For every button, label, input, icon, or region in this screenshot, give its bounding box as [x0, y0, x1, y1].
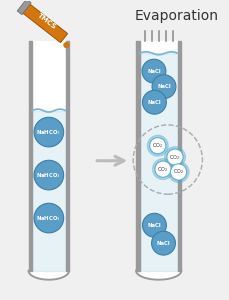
- Text: CO$_2$: CO$_2$: [152, 141, 163, 150]
- Circle shape: [142, 90, 166, 114]
- Text: TMCS: TMCS: [36, 12, 57, 31]
- Text: CO$_2$: CO$_2$: [157, 165, 168, 174]
- Circle shape: [64, 43, 68, 47]
- Text: NaCl: NaCl: [147, 100, 161, 105]
- Circle shape: [142, 213, 166, 237]
- Circle shape: [164, 147, 185, 168]
- Text: CO$_2$: CO$_2$: [172, 167, 183, 176]
- Circle shape: [152, 159, 173, 180]
- Circle shape: [151, 75, 175, 99]
- Circle shape: [147, 135, 168, 156]
- Circle shape: [149, 138, 165, 154]
- Text: Evaporation: Evaporation: [134, 9, 218, 23]
- Circle shape: [167, 161, 188, 182]
- Circle shape: [141, 59, 165, 83]
- Circle shape: [154, 161, 170, 177]
- Text: NaHCO$_3$: NaHCO$_3$: [36, 171, 61, 179]
- Bar: [65, 41, 69, 271]
- Text: NaHCO$_3$: NaHCO$_3$: [36, 128, 61, 136]
- Bar: [32, 41, 65, 271]
- Circle shape: [34, 203, 63, 233]
- Text: NaCl: NaCl: [147, 69, 160, 74]
- Bar: [28, 41, 32, 271]
- Circle shape: [34, 117, 63, 147]
- Circle shape: [151, 231, 175, 255]
- Bar: [139, 53, 177, 271]
- Text: NaCl: NaCl: [156, 241, 170, 246]
- Text: NaCl: NaCl: [156, 84, 170, 89]
- Bar: [32, 111, 65, 271]
- Circle shape: [166, 149, 182, 165]
- Circle shape: [170, 164, 186, 180]
- Text: NaCl: NaCl: [147, 223, 161, 228]
- Polygon shape: [23, 4, 67, 43]
- Circle shape: [34, 160, 63, 190]
- Bar: [139, 41, 177, 271]
- Text: CO$_2$: CO$_2$: [169, 153, 180, 162]
- Bar: [135, 41, 139, 271]
- Text: NaHCO$_3$: NaHCO$_3$: [36, 214, 61, 223]
- Polygon shape: [17, 0, 31, 15]
- Bar: [177, 41, 181, 271]
